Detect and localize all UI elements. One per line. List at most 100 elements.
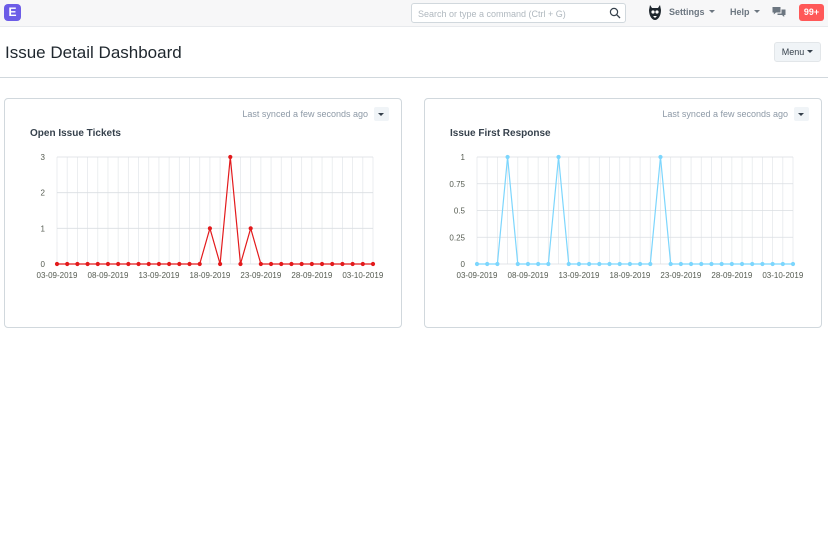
open-issue-tickets-chart: 0 1 2 3 03-09-2019 08-09-2019 13-09-2019 18-09-… [37,153,384,280]
y-tick-label: 1 [41,224,46,233]
data-point [658,154,663,160]
y-tick-label: 2 [41,189,46,198]
data-point [495,261,500,267]
data-point [319,261,325,267]
data-point [648,261,653,267]
search-icon[interactable] [609,7,621,19]
data-point [340,261,345,267]
data-point [146,261,151,267]
help-label: Help [730,7,750,17]
data-point [167,261,172,267]
page-header: Issue Detail Dashboard Menu [0,27,828,78]
chart-card-issue-first-response: Last synced a few seconds ago Issue Firs… [424,98,822,328]
data-point [370,261,376,267]
card-options-dropdown[interactable] [794,107,809,121]
x-tick-label: 23-09-2019 [240,271,281,280]
x-tick-label: 03-10-2019 [762,271,803,280]
app-logo[interactable]: E [4,4,21,21]
data-point [238,261,243,267]
data-point [699,261,704,267]
data-point [360,261,365,267]
data-point [750,261,755,267]
data-point [136,261,141,267]
data-point [95,261,100,267]
data-point [556,154,561,160]
x-tick-label: 23-09-2019 [660,271,701,280]
data-point [525,261,531,267]
data-point [309,261,314,267]
data-point [105,261,111,267]
data-point [177,261,182,267]
data-point [258,261,263,267]
data-point [627,261,633,267]
y-tick-label: 0 [41,260,46,269]
data-point [228,154,233,160]
data-point [760,261,765,267]
data-point [289,261,294,267]
data-point [536,261,541,267]
data-point [299,261,304,267]
y-tick-label: 0 [461,260,466,269]
data-point [546,261,551,267]
data-point [709,261,714,267]
data-point [729,261,734,267]
data-point [515,261,520,267]
help-dropdown[interactable]: Help [730,7,760,17]
search-input[interactable] [418,6,603,21]
sync-status: Last synced a few seconds ago [242,109,368,119]
data-point [587,261,592,267]
chat-icon[interactable] [772,6,786,19]
data-point [668,261,673,267]
card-options-dropdown[interactable] [374,107,389,121]
data-point [566,261,571,267]
data-point [790,261,796,267]
data-point [187,261,192,267]
x-tick-label: 28-09-2019 [291,271,332,280]
user-avatar-icon[interactable] [648,4,662,21]
data-point [780,261,785,267]
data-point [770,261,775,267]
data-point [330,261,335,267]
y-tick-label: 1 [461,153,466,162]
y-tick-label: 3 [41,153,46,162]
data-point [279,261,284,267]
data-point [217,261,223,267]
x-tick-label: 13-09-2019 [138,271,179,280]
x-tick-label: 08-09-2019 [88,271,129,280]
menu-button[interactable]: Menu [774,42,821,62]
series-line [57,156,373,265]
x-tick-label: 28-09-2019 [711,271,752,280]
data-point [207,226,213,231]
settings-dropdown[interactable]: Settings [669,7,715,17]
notification-badge[interactable]: 99+ [799,4,824,21]
x-tick-label: 03-10-2019 [342,271,383,280]
menu-label: Menu [781,47,805,57]
data-point [248,226,253,231]
chevron-down-icon [753,10,760,13]
y-tick-label: 0.75 [449,180,465,189]
chevron-down-icon [807,50,814,53]
data-point [197,261,202,267]
data-point [617,261,622,267]
data-point [268,261,274,267]
data-point [485,261,490,267]
data-point [65,261,70,267]
y-tick-label: 0.25 [449,233,465,242]
data-point [75,261,80,267]
data-point [156,261,162,267]
x-tick-label: 08-09-2019 [508,271,549,280]
data-point [739,261,745,267]
page-title: Issue Detail Dashboard [5,43,182,62]
data-point [505,154,510,160]
chart-title: Open Issue Tickets [30,128,121,139]
data-point [474,261,480,267]
issue-first-response-chart: 0 0.25 0.5 0.75 1 03-09-2019 08-09-2019 13-09-2… [449,153,803,280]
data-point [116,261,121,267]
search-box[interactable] [411,3,626,23]
settings-label: Settings [669,7,705,17]
x-tick-label: 18-09-2019 [609,271,650,280]
chevron-down-icon [708,10,715,13]
top-navbar: E Settings Help 99+ [0,0,828,27]
chart-title: Issue First Response [450,128,551,139]
data-point [350,261,355,267]
